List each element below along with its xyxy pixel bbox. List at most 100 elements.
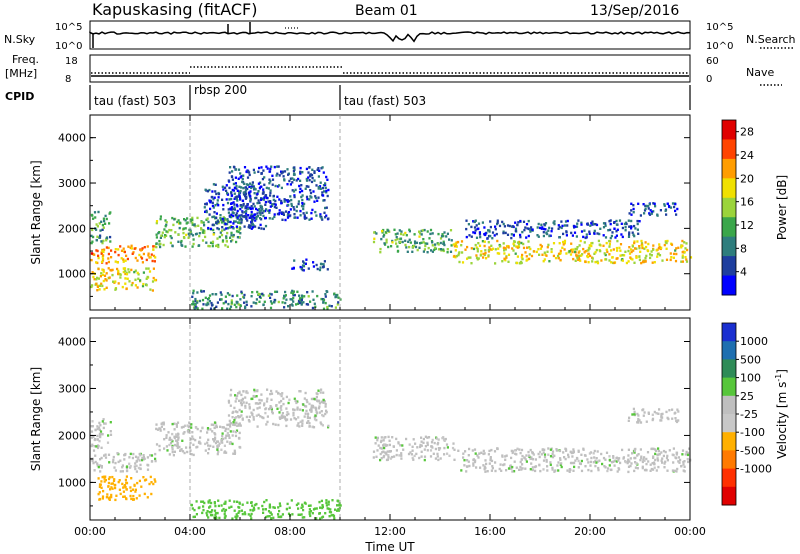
range-gate-cell [542, 451, 545, 454]
range-gate-cell [184, 219, 187, 222]
range-gate-cell [114, 280, 117, 283]
range-gate-cell [278, 411, 281, 414]
range-gate-cell [597, 239, 600, 243]
range-gate-cell [650, 447, 653, 451]
range-gate-cell [228, 419, 231, 423]
range-gate-cell [103, 274, 107, 277]
range-gate-cell [633, 449, 636, 453]
range-gate-cell [104, 475, 107, 478]
range-gate-cell [664, 460, 667, 463]
range-gate-cell [577, 449, 580, 452]
range-gate-cell [216, 448, 219, 451]
range-gate-cell [209, 207, 212, 211]
range-gate-cell [251, 226, 254, 229]
range-gate-cell [283, 170, 287, 173]
range-gate-cell [122, 258, 125, 261]
range-gate-cell [256, 407, 259, 410]
range-gate-cell [605, 241, 608, 245]
range-gate-cell [196, 445, 199, 449]
range-gate-cell [300, 513, 303, 516]
range-gate-cell [107, 257, 110, 260]
range-gate-cell [250, 210, 253, 214]
colorbar-swatch [722, 178, 736, 199]
range-gate-cell [182, 227, 185, 230]
range-gate-cell [441, 233, 444, 236]
range-gate-cell [125, 254, 128, 257]
range-gate-cell [212, 438, 215, 441]
range-gate-cell [306, 197, 309, 201]
range-gate-cell [413, 240, 417, 243]
range-gate-cell [668, 449, 671, 452]
range-gate-cell [400, 230, 403, 233]
range-gate-cell [682, 469, 685, 472]
range-gate-cell [511, 465, 514, 469]
range-gate-cell [305, 179, 309, 182]
range-gate-cell [277, 506, 280, 509]
range-gate-cell [487, 254, 490, 257]
range-gate-cell [615, 219, 618, 223]
range-gate-cell [309, 510, 313, 513]
range-gate-cell [380, 237, 383, 241]
range-gate-cell [96, 289, 99, 292]
range-gate-cell [510, 467, 513, 470]
range-gate-cell [325, 189, 328, 193]
range-gate-cell [510, 456, 513, 460]
range-gate-cell [235, 517, 238, 520]
range-gate-cell [529, 247, 532, 251]
range-gate-cell [192, 238, 195, 241]
range-gate-cell [227, 427, 230, 431]
range-gate-cell [315, 263, 318, 267]
range-gate-cell [227, 220, 230, 223]
range-gate-cell [187, 425, 190, 429]
range-gate-cell [656, 255, 659, 258]
range-gate-cell [303, 202, 306, 206]
range-gate-cell [613, 221, 616, 224]
range-gate-cell [101, 250, 104, 253]
range-gate-cell [285, 413, 288, 417]
nave-dots [91, 66, 689, 74]
range-gate-cell [277, 391, 280, 395]
range-gate-cell [317, 175, 320, 178]
range-gate-cell [234, 410, 238, 413]
range-gate-cell [630, 213, 633, 216]
range-gate-cell [250, 517, 253, 520]
data-region [291, 258, 329, 272]
range-gate-cell [155, 220, 159, 223]
range-gate-cell [208, 294, 212, 297]
range-gate-cell [94, 216, 97, 219]
nsearch-tick-bottom: 10^0 [706, 41, 733, 52]
range-gate-cell [268, 182, 271, 185]
range-gate-cell [673, 412, 676, 415]
range-gate-cell [282, 175, 285, 178]
range-gate-cell [487, 250, 491, 253]
range-gate-cell [585, 233, 588, 236]
range-gate-cell [260, 185, 263, 188]
range-gate-cell [324, 293, 327, 296]
data-region [627, 407, 680, 424]
range-gate-cell [242, 390, 245, 393]
range-gate-cell [385, 238, 388, 241]
range-gate-cell [103, 248, 106, 251]
range-gate-cell [232, 423, 235, 426]
range-gate-cell [321, 191, 324, 194]
range-gate-cell [315, 418, 318, 422]
range-gate-cell [380, 447, 383, 450]
range-gate-cell [301, 202, 304, 205]
range-gate-cell [137, 277, 140, 280]
range-gate-cell [203, 206, 206, 209]
range-gate-cell [223, 217, 226, 220]
range-gate-cell [99, 229, 102, 232]
range-gate-cell [645, 204, 648, 208]
range-gate-cell [557, 252, 561, 256]
range-gate-cell [580, 254, 583, 257]
range-gate-cell [264, 195, 267, 198]
range-gate-cell [327, 500, 330, 503]
range-gate-cell [241, 199, 244, 202]
range-gate-cell [424, 244, 427, 248]
range-gate-cell [530, 254, 534, 258]
range-gate-cell [334, 508, 337, 511]
range-gate-cell [503, 257, 506, 260]
range-gate-cell [404, 243, 407, 247]
range-gate-cell [546, 469, 549, 472]
range-gate-cell [196, 216, 199, 220]
